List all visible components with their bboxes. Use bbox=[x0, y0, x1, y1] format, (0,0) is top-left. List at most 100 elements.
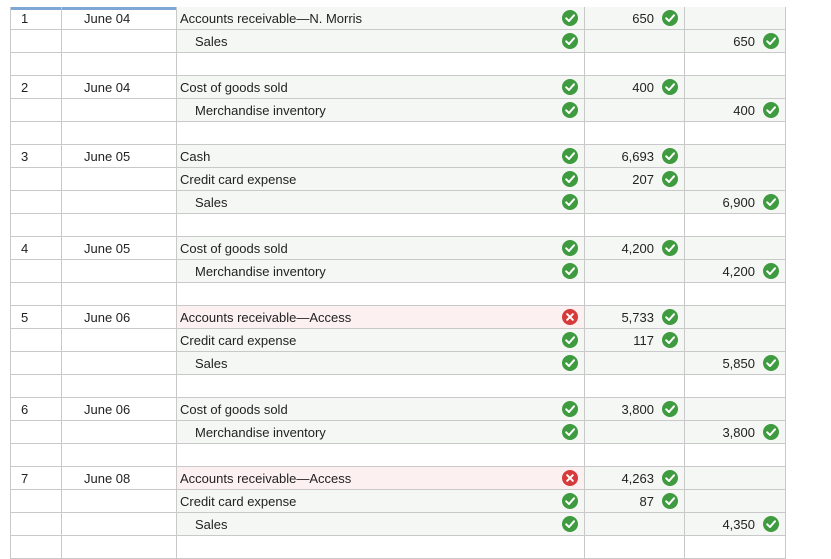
blank-cell[interactable] bbox=[685, 214, 786, 236]
credit-field[interactable]: 6,900 bbox=[685, 191, 786, 213]
credit-field[interactable] bbox=[685, 76, 786, 98]
credit-field[interactable]: 4,350 bbox=[685, 513, 786, 535]
blank-cell[interactable] bbox=[62, 53, 177, 75]
credit-field[interactable] bbox=[685, 168, 786, 190]
debit-field[interactable]: 87 bbox=[585, 490, 685, 512]
debit-field[interactable] bbox=[585, 352, 685, 374]
blank-cell[interactable] bbox=[62, 283, 177, 305]
blank-cell[interactable] bbox=[177, 214, 585, 236]
account-title-field[interactable]: Accounts receivable—Access bbox=[177, 467, 585, 489]
debit-field[interactable]: 4,263 bbox=[585, 467, 685, 489]
credit-field[interactable]: 400 bbox=[685, 99, 786, 121]
date-cell[interactable] bbox=[62, 490, 177, 512]
debit-field[interactable] bbox=[585, 99, 685, 121]
account-title-field[interactable]: Sales bbox=[177, 513, 585, 535]
blank-cell[interactable] bbox=[177, 536, 585, 558]
blank-cell[interactable] bbox=[585, 214, 685, 236]
account-title-field[interactable]: Cost of goods sold bbox=[177, 398, 585, 420]
date-cell[interactable]: June 04 bbox=[62, 7, 177, 29]
date-cell[interactable] bbox=[62, 99, 177, 121]
account-title-field[interactable]: Credit card expense bbox=[177, 490, 585, 512]
account-title-field[interactable]: Sales bbox=[177, 191, 585, 213]
account-title-field[interactable]: Accounts receivable—Access bbox=[177, 306, 585, 328]
date-cell[interactable] bbox=[62, 513, 177, 535]
date-cell[interactable] bbox=[62, 30, 177, 52]
blank-cell[interactable] bbox=[62, 536, 177, 558]
debit-field[interactable]: 6,693 bbox=[585, 145, 685, 167]
blank-cell[interactable] bbox=[685, 283, 786, 305]
debit-field[interactable] bbox=[585, 421, 685, 443]
date-cell[interactable] bbox=[62, 352, 177, 374]
blank-cell[interactable] bbox=[585, 444, 685, 466]
credit-field[interactable] bbox=[685, 306, 786, 328]
blank-cell[interactable] bbox=[585, 283, 685, 305]
debit-field[interactable]: 3,800 bbox=[585, 398, 685, 420]
account-title-field[interactable]: Merchandise inventory bbox=[177, 421, 585, 443]
debit-field[interactable]: 400 bbox=[585, 76, 685, 98]
blank-cell[interactable] bbox=[685, 53, 786, 75]
credit-field[interactable] bbox=[685, 7, 786, 29]
blank-cell[interactable] bbox=[62, 214, 177, 236]
blank-cell[interactable] bbox=[62, 122, 177, 144]
blank-cell[interactable] bbox=[177, 283, 585, 305]
blank-cell[interactable] bbox=[10, 214, 62, 236]
account-title-field[interactable]: Cost of goods sold bbox=[177, 76, 585, 98]
blank-cell[interactable] bbox=[10, 53, 62, 75]
credit-field[interactable] bbox=[685, 467, 786, 489]
blank-cell[interactable] bbox=[10, 283, 62, 305]
account-title-field[interactable]: Credit card expense bbox=[177, 329, 585, 351]
blank-cell[interactable] bbox=[685, 375, 786, 397]
date-cell[interactable]: June 05 bbox=[62, 145, 177, 167]
blank-cell[interactable] bbox=[177, 53, 585, 75]
date-cell[interactable]: June 04 bbox=[62, 76, 177, 98]
date-cell[interactable] bbox=[62, 191, 177, 213]
date-cell[interactable]: June 08 bbox=[62, 467, 177, 489]
account-title-field[interactable]: Merchandise inventory bbox=[177, 260, 585, 282]
blank-cell[interactable] bbox=[10, 536, 62, 558]
date-cell[interactable]: June 06 bbox=[62, 398, 177, 420]
account-title-field[interactable]: Credit card expense bbox=[177, 168, 585, 190]
blank-cell[interactable] bbox=[585, 53, 685, 75]
blank-cell[interactable] bbox=[10, 122, 62, 144]
date-cell[interactable]: June 05 bbox=[62, 237, 177, 259]
debit-field[interactable]: 5,733 bbox=[585, 306, 685, 328]
blank-cell[interactable] bbox=[585, 375, 685, 397]
debit-field[interactable] bbox=[585, 260, 685, 282]
date-cell[interactable] bbox=[62, 168, 177, 190]
account-title-field[interactable]: Merchandise inventory bbox=[177, 99, 585, 121]
account-title-field[interactable]: Sales bbox=[177, 30, 585, 52]
blank-cell[interactable] bbox=[177, 375, 585, 397]
date-cell[interactable] bbox=[62, 421, 177, 443]
blank-cell[interactable] bbox=[585, 122, 685, 144]
date-cell[interactable]: June 06 bbox=[62, 306, 177, 328]
debit-field[interactable]: 117 bbox=[585, 329, 685, 351]
credit-field[interactable] bbox=[685, 145, 786, 167]
credit-field[interactable]: 4,200 bbox=[685, 260, 786, 282]
credit-field[interactable] bbox=[685, 398, 786, 420]
account-title-field[interactable]: Sales bbox=[177, 352, 585, 374]
debit-field[interactable] bbox=[585, 513, 685, 535]
blank-cell[interactable] bbox=[177, 122, 585, 144]
account-title-field[interactable]: Cost of goods sold bbox=[177, 237, 585, 259]
credit-field[interactable] bbox=[685, 237, 786, 259]
account-title-field[interactable]: Cash bbox=[177, 145, 585, 167]
debit-field[interactable] bbox=[585, 191, 685, 213]
debit-field[interactable]: 650 bbox=[585, 7, 685, 29]
debit-field[interactable]: 4,200 bbox=[585, 237, 685, 259]
blank-cell[interactable] bbox=[585, 536, 685, 558]
blank-cell[interactable] bbox=[62, 375, 177, 397]
credit-field[interactable]: 650 bbox=[685, 30, 786, 52]
date-cell[interactable] bbox=[62, 260, 177, 282]
blank-cell[interactable] bbox=[62, 444, 177, 466]
blank-cell[interactable] bbox=[685, 444, 786, 466]
credit-field[interactable] bbox=[685, 329, 786, 351]
blank-cell[interactable] bbox=[10, 375, 62, 397]
blank-cell[interactable] bbox=[10, 444, 62, 466]
debit-field[interactable]: 207 bbox=[585, 168, 685, 190]
credit-field[interactable]: 5,850 bbox=[685, 352, 786, 374]
blank-cell[interactable] bbox=[177, 444, 585, 466]
credit-field[interactable] bbox=[685, 490, 786, 512]
blank-cell[interactable] bbox=[685, 536, 786, 558]
date-cell[interactable] bbox=[62, 329, 177, 351]
blank-cell[interactable] bbox=[685, 122, 786, 144]
